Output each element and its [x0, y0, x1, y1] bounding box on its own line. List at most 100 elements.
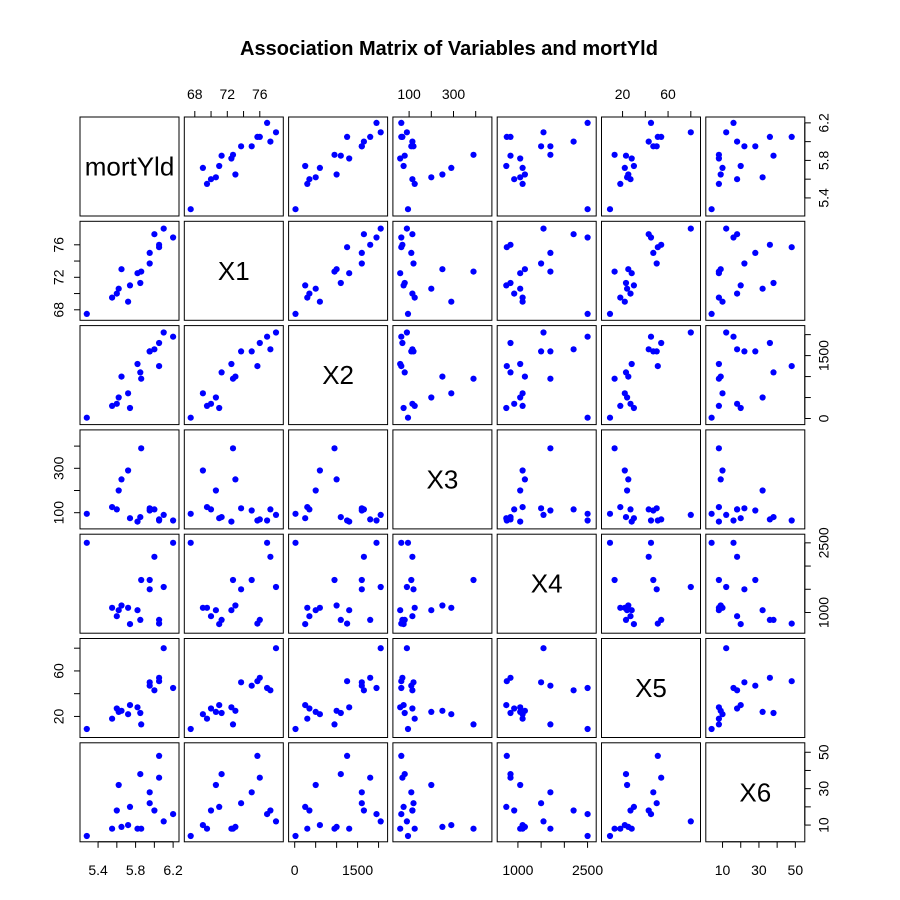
data-point-mortYld-vs-X3-14	[398, 133, 405, 140]
data-point-X4-vs-X1-10	[238, 586, 245, 593]
data-point-X6-vs-X1-15	[272, 818, 280, 825]
data-point-X2-vs-X1-9	[229, 375, 237, 382]
data-point-mortYld-vs-X2-4	[333, 171, 340, 178]
data-point-X6-vs-X2-2	[306, 807, 313, 814]
data-point-mortYld-vs-X1-15	[272, 129, 280, 136]
data-point-X6-vs-X5-9	[611, 825, 618, 832]
data-point-X5-vs-mortYld-6	[126, 702, 134, 709]
data-point-X4-vs-X2-10	[358, 586, 365, 593]
data-point-mortYld-vs-X6-1	[715, 180, 723, 187]
data-point-X6-vs-X3-4	[439, 823, 446, 831]
data-point-X1-vs-X3-2	[409, 290, 416, 297]
data-point-X4-vs-mortYld-0	[83, 539, 90, 546]
data-point-X1-vs-X5-16	[647, 234, 655, 241]
data-point-X4-vs-X6-16	[730, 539, 737, 546]
data-point-X5-vs-mortYld-15	[160, 645, 167, 652]
data-point-mortYld-vs-X5-6	[630, 162, 638, 170]
data-point-X5-vs-X1-3	[212, 708, 219, 716]
data-point-X2-vs-X4-5	[519, 390, 526, 397]
data-point-mortYld-vs-X6-11	[752, 143, 759, 150]
data-point-X6-vs-X2-6	[302, 803, 309, 811]
variable-label-X3: X3	[426, 464, 458, 494]
data-point-mortYld-vs-X1-1	[203, 180, 211, 187]
data-point-X2-vs-X6-13	[766, 339, 774, 347]
data-point-mortYld-vs-X4-3	[517, 174, 524, 181]
data-point-mortYld-vs-X2-1	[304, 180, 311, 187]
data-point-X3-vs-X6-5	[719, 467, 726, 474]
data-point-X1-vs-X5-3	[624, 285, 631, 292]
data-point-mortYld-vs-X6-9	[715, 151, 723, 158]
data-point-X1-vs-X6-14	[788, 244, 795, 251]
data-point-X1-vs-X4-16	[584, 234, 591, 241]
data-point-X5-vs-X2-5	[316, 711, 323, 718]
data-point-X3-vs-X4-2	[511, 506, 518, 513]
data-point-X6-vs-X4-6	[503, 803, 510, 811]
data-point-X3-vs-X1-5	[199, 467, 206, 474]
data-point-X4-vs-mortYld-12	[151, 553, 158, 560]
data-point-X5-vs-mortYld-7	[134, 704, 141, 711]
data-point-X3-vs-X4-16	[584, 517, 591, 524]
data-point-X6-vs-X5-5	[621, 822, 628, 829]
data-point-X2-vs-X1-15	[272, 329, 280, 336]
panel-mortYld-mortYld	[79, 116, 180, 217]
data-point-X4-vs-X3-11	[408, 576, 415, 584]
data-point-X3-vs-mortYld-7	[134, 518, 141, 525]
data-point-X6-vs-X5-14	[654, 752, 661, 760]
data-point-X6-vs-mortYld-3	[115, 781, 122, 789]
data-point-X4-vs-X2-15	[377, 583, 384, 591]
data-point-X2-vs-X5-16	[647, 333, 655, 340]
data-point-mortYld-vs-X2-7	[346, 155, 353, 162]
data-point-X3-vs-X5-0	[606, 510, 614, 517]
data-point-X2-vs-X1-5	[199, 390, 206, 397]
data-point-X4-vs-X6-10	[741, 586, 748, 593]
data-point-mortYld-vs-X2-9	[331, 151, 338, 158]
panel-X2-X1	[183, 325, 284, 426]
data-point-X6-vs-X3-16	[398, 811, 405, 818]
data-point-X2-vs-X6-10	[741, 348, 748, 355]
data-point-mortYld-vs-X4-7	[517, 155, 524, 162]
data-point-X1-vs-X6-3	[759, 285, 766, 292]
data-point-X6-vs-X4-2	[511, 807, 518, 814]
panel-X3-X6	[705, 429, 806, 530]
data-point-X3-vs-X1-7	[228, 518, 235, 525]
data-point-mortYld-vs-X1-12	[267, 138, 274, 145]
chart-title: Association Matrix of Variables and mort…	[240, 38, 658, 60]
data-point-mortYld-vs-X4-8	[507, 152, 514, 159]
data-point-X5-vs-X3-8	[401, 709, 408, 717]
data-point-mortYld-vs-X2-15	[377, 129, 384, 136]
data-point-mortYld-vs-X2-0	[292, 206, 299, 213]
data-point-X2-vs-X3-16	[398, 333, 405, 340]
data-point-X5-vs-X6-5	[719, 711, 726, 718]
data-point-X3-vs-X2-14	[344, 517, 351, 524]
data-point-X2-vs-X3-9	[470, 375, 477, 382]
panel-X2-X2	[288, 325, 389, 426]
data-point-X2-vs-X1-14	[254, 363, 261, 370]
data-point-X2-vs-X3-12	[409, 346, 416, 353]
panel-X3-X1	[183, 429, 284, 530]
data-point-X1-vs-X4-9	[547, 268, 554, 275]
data-point-X3-vs-X5-12	[645, 506, 652, 513]
data-point-X4-vs-X2-11	[358, 576, 365, 584]
data-point-X2-vs-mortYld-14	[156, 363, 163, 370]
data-point-X3-vs-X1-3	[212, 487, 219, 494]
data-point-X2-vs-X4-9	[547, 375, 554, 382]
data-point-X1-vs-X3-15	[403, 225, 410, 232]
data-point-mortYld-vs-X4-4	[521, 171, 529, 178]
variable-label-X2: X2	[322, 360, 354, 390]
data-point-X2-vs-X5-15	[687, 329, 694, 336]
data-point-X4-vs-X5-10	[653, 586, 660, 593]
data-point-X4-vs-X5-5	[621, 604, 628, 611]
data-point-X1-vs-mortYld-8	[137, 279, 144, 287]
data-point-X2-vs-X3-14	[398, 363, 405, 370]
data-point-X5-vs-X2-9	[331, 721, 338, 728]
data-point-X2-vs-X5-9	[611, 375, 618, 382]
data-point-X6-vs-X2-5	[316, 822, 323, 829]
data-point-X1-vs-X6-1	[715, 294, 723, 301]
data-point-X3-vs-X1-4	[232, 476, 239, 483]
data-point-X2-vs-X6-16	[730, 333, 737, 340]
tick-label-right-X6-1: 30	[816, 781, 832, 797]
data-point-X5-vs-X2-6	[302, 702, 309, 709]
data-point-X2-vs-mortYld-9	[138, 375, 145, 382]
panel-X3-X4	[496, 429, 597, 530]
